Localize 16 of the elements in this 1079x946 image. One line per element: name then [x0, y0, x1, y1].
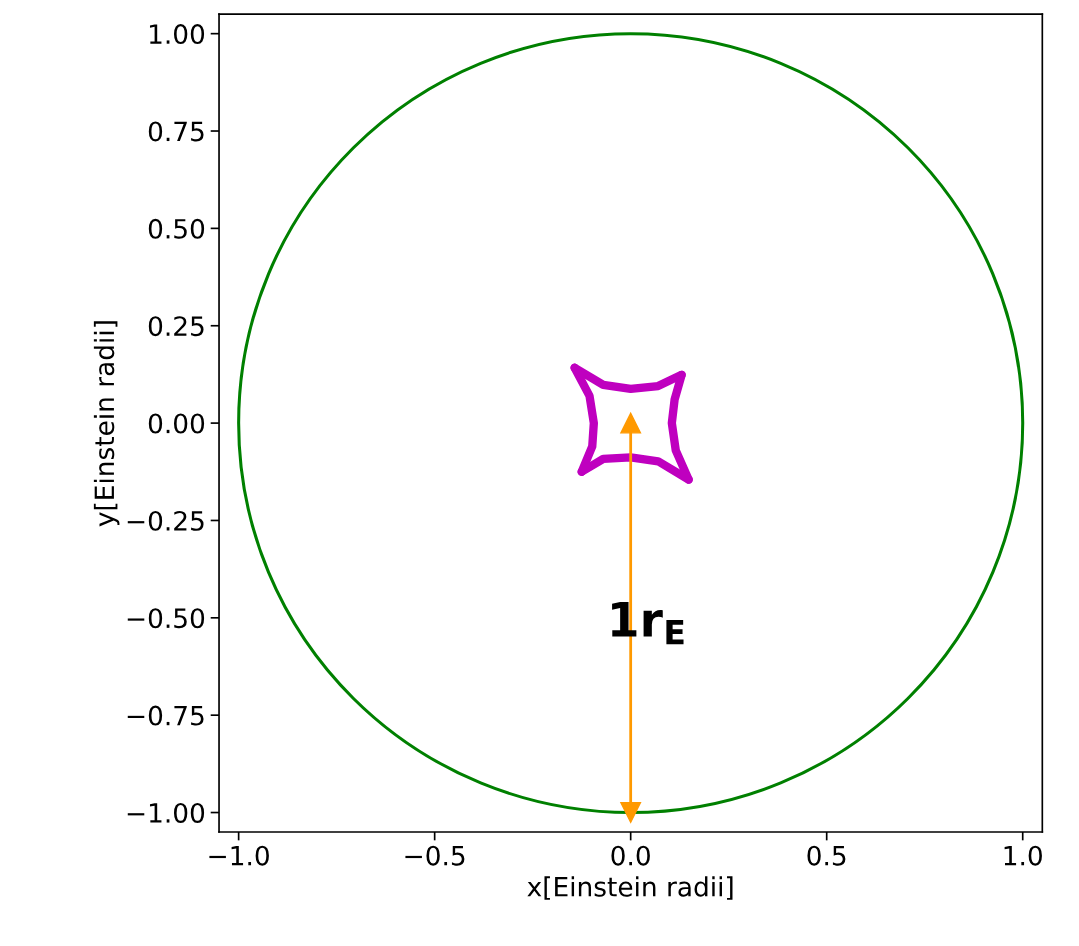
- x-tick-label: 0.5: [807, 845, 846, 866]
- x-tick-label: −0.5: [405, 845, 465, 866]
- x-axis-title: x[Einstein radii]: [527, 876, 733, 900]
- y-tick-label: 0.50: [148, 218, 205, 239]
- y-tick-label: −0.50: [127, 608, 205, 629]
- y-tick-label: 0.75: [148, 121, 204, 142]
- y-tick-label: 0.25: [148, 316, 204, 337]
- y-tick-label: −0.75: [127, 705, 204, 726]
- y-axis-title: y[Einstein radii]: [93, 321, 120, 527]
- y-tick-label: −1.00: [127, 802, 205, 823]
- x-tick-label: 1.0: [1004, 845, 1042, 866]
- x-tick-label: −1.0: [209, 845, 269, 866]
- y-tick-label: −0.25: [127, 510, 204, 531]
- x-tick-label: 0.0: [611, 845, 650, 866]
- y-tick-label: 1.00: [149, 24, 205, 45]
- y-tick-label: 0.00: [148, 413, 205, 434]
